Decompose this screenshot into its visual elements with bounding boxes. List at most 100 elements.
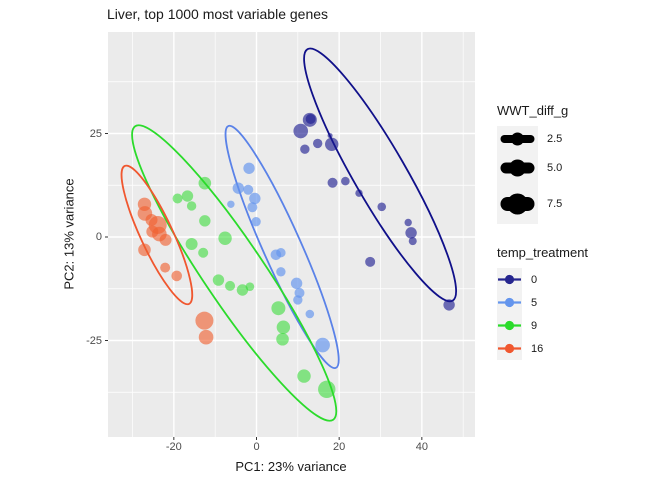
grid: [108, 32, 475, 437]
x-tick-label: 0: [253, 441, 260, 453]
color-key-label: 16: [531, 342, 544, 355]
size-key-label: 7.5: [547, 198, 563, 210]
data-point: [218, 231, 232, 245]
data-point: [236, 284, 249, 296]
series-group-9: [131, 124, 338, 422]
data-point: [171, 270, 183, 282]
data-point: [198, 247, 209, 258]
data-point: [227, 200, 235, 208]
data-point: [404, 218, 412, 227]
color-legend-entry: 9: [497, 314, 588, 337]
data-point: [160, 262, 171, 273]
data-point: [172, 193, 183, 204]
data-point: [276, 248, 286, 258]
color-glyph-icon: [498, 343, 521, 354]
color-key-glyph: [497, 268, 522, 291]
data-point: [276, 332, 289, 346]
size-legend-entry: 5.0: [497, 152, 568, 184]
data-point: [443, 299, 455, 311]
size-key-glyph: [497, 152, 538, 184]
data-point: [293, 295, 303, 305]
data-point: [198, 329, 214, 345]
data-point: [305, 114, 316, 125]
data-point: [271, 301, 286, 316]
tick-marks: [105, 133, 423, 440]
data-point: [186, 201, 197, 211]
data-point: [300, 144, 310, 154]
color-legend-keys: 0 5 9 16: [497, 268, 588, 360]
data-point: [408, 237, 417, 246]
color-key-glyph: [497, 314, 522, 337]
data-point: [276, 320, 291, 334]
data-point: [185, 238, 198, 251]
color-glyph-icon: [498, 297, 521, 308]
color-glyph-icon: [498, 274, 521, 285]
size-key-glyph: [497, 126, 538, 152]
color-key-glyph: [497, 337, 522, 360]
data-point: [290, 277, 303, 290]
data-point: [245, 282, 255, 291]
data-layer: [120, 47, 457, 422]
size-legend: WWT_diff_g 2.5 5.0 7.5: [497, 103, 568, 224]
color-key-glyph: [497, 291, 522, 314]
color-legend-entry: 0: [497, 268, 588, 291]
data-point: [377, 202, 387, 212]
data-point: [318, 380, 336, 399]
data-point: [159, 233, 172, 246]
color-legend-entry: 16: [497, 337, 588, 360]
color-legend-entry: 5: [497, 291, 588, 314]
size-legend-entry: 2.5: [497, 126, 568, 152]
data-point: [355, 189, 363, 197]
data-point: [243, 162, 255, 174]
data-point: [251, 216, 261, 227]
confidence-ellipse-5: [224, 124, 340, 369]
data-point: [225, 280, 236, 291]
size-legend-title: WWT_diff_g: [497, 103, 569, 118]
data-point: [212, 274, 225, 286]
size-legend-keys: 2.5 5.0 7.5: [497, 126, 568, 224]
series-group-16: [120, 164, 214, 345]
x-axis-label: PC1: 23% variance: [235, 459, 347, 474]
data-point: [138, 243, 151, 257]
data-point: [199, 215, 211, 227]
data-point: [297, 369, 311, 383]
plot-title: Liver, top 1000 most variable genes: [107, 6, 329, 22]
color-legend-title: temp_treatment: [497, 245, 589, 260]
size-legend-entry: 7.5: [497, 184, 568, 224]
color-glyph-icon: [498, 320, 521, 331]
x-tick-label: -20: [165, 441, 182, 453]
data-point: [181, 190, 194, 202]
x-tick-label: 20: [333, 441, 346, 453]
data-point: [365, 256, 376, 267]
data-point: [276, 267, 286, 277]
data-point: [327, 177, 338, 188]
series-group-5: [224, 124, 340, 369]
series-group-0: [293, 47, 457, 311]
size-glyph-icon: [500, 159, 535, 177]
data-point: [405, 227, 417, 239]
data-point: [341, 176, 350, 186]
data-point: [315, 337, 330, 353]
y-tick-label: 25: [89, 127, 102, 140]
data-point: [325, 137, 339, 151]
x-tick-label: 40: [415, 441, 428, 453]
data-point: [305, 309, 315, 319]
size-key-label: 5.0: [547, 162, 563, 174]
y-tick-label: -25: [86, 334, 102, 347]
data-point: [312, 138, 323, 149]
data-point: [243, 184, 254, 195]
color-key-label: 5: [531, 296, 538, 309]
color-key-label: 9: [531, 319, 538, 332]
color-legend: temp_treatment 0 5 9 16: [497, 245, 588, 360]
data-point: [198, 176, 212, 190]
size-glyph-icon: [500, 193, 535, 215]
size-key-glyph: [497, 184, 538, 224]
size-key-label: 2.5: [547, 133, 563, 145]
data-point: [327, 133, 333, 139]
data-point: [195, 311, 214, 330]
y-axis-label: PC2: 13% variance: [61, 178, 77, 290]
confidence-ellipse-16: [120, 164, 194, 306]
data-point: [293, 123, 309, 139]
